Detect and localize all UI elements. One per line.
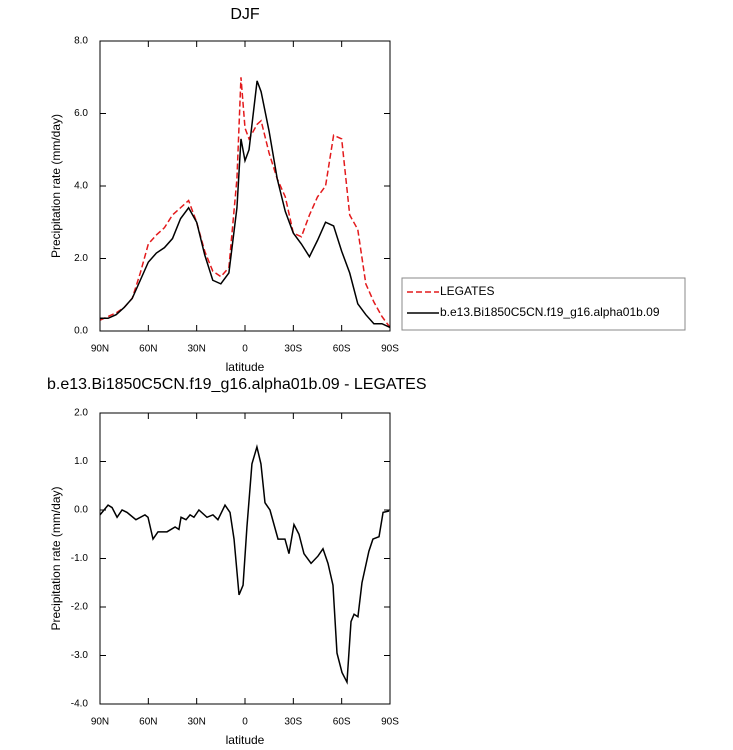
- data-line: [99, 444, 390, 685]
- x-tick-label: 60S: [333, 717, 351, 728]
- legend-label: b.e13.Bi1850C5CN.f19_g16.alpha01b.09: [440, 305, 660, 319]
- data-line: [99, 77, 391, 328]
- chart-title: b.e13.Bi1850C5CN.f19_g16.alpha01b.09 - L…: [47, 376, 427, 393]
- legend-box: [401, 277, 686, 331]
- y-tick-label: 1.0: [74, 456, 88, 467]
- y-tick-label: 8.0: [74, 36, 88, 47]
- x-tick-label: 30N: [187, 717, 205, 728]
- y-tick-label: 4.0: [74, 181, 88, 192]
- y-tick-label: -1.0: [71, 553, 89, 564]
- legend-label: LEGATES: [440, 284, 494, 298]
- x-tick-label: 60N: [139, 717, 157, 728]
- y-tick-label: 2.0: [74, 408, 88, 419]
- x-tick-label: 60N: [139, 344, 157, 355]
- data-line: [100, 80, 391, 329]
- y-tick-label: 2.0: [74, 253, 88, 264]
- plot-frame: [99, 40, 391, 332]
- y-tick-label: -4.0: [71, 699, 89, 710]
- x-tick-label: 0: [242, 344, 248, 355]
- y-tick-label: 6.0: [74, 108, 88, 119]
- x-tick-label: 30N: [187, 344, 205, 355]
- x-tick-label: 90S: [381, 344, 399, 355]
- x-tick-label: 90N: [91, 717, 109, 728]
- x-tick-label: 90N: [91, 344, 109, 355]
- y-tick-label: -2.0: [71, 602, 89, 613]
- chart-title: DJF: [230, 6, 260, 23]
- y-tick-label: -3.0: [71, 650, 89, 661]
- x-tick-label: 60S: [333, 344, 351, 355]
- y-tick-label: 0.0: [74, 326, 88, 337]
- y-axis-label: Precipitation rate (mm/day): [49, 486, 63, 630]
- x-axis-label: latitude: [226, 360, 265, 374]
- x-axis-label: latitude: [226, 733, 265, 747]
- y-tick-label: 0.0: [74, 505, 88, 516]
- x-tick-label: 90S: [381, 717, 399, 728]
- x-tick-label: 0: [242, 717, 248, 728]
- y-axis-label: Precipitation rate (mm/day): [49, 114, 63, 258]
- x-tick-label: 30S: [284, 344, 302, 355]
- x-tick-label: 30S: [284, 717, 302, 728]
- plot-frame: [99, 412, 391, 705]
